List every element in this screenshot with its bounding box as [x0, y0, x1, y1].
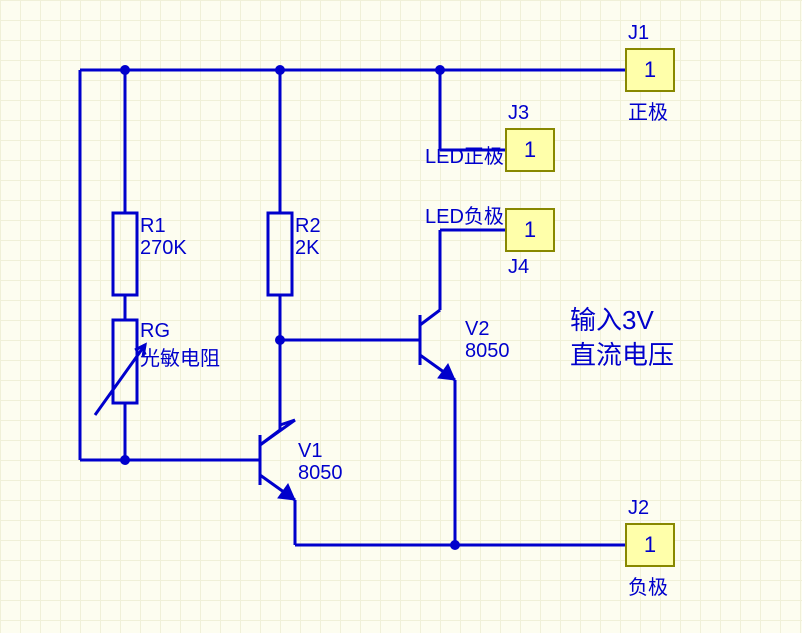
label-j2-ref: J2	[628, 497, 649, 520]
label-v1-ref: V1	[298, 440, 322, 463]
label-j3-name: LED正极	[425, 140, 504, 169]
connector-j4: 1	[505, 208, 555, 252]
label-r2-val: 2K	[295, 237, 319, 260]
label-j3-ref: J3	[508, 102, 529, 125]
pin-number: 1	[644, 57, 656, 83]
label-rg-ref: RG	[140, 320, 170, 343]
pin-number: 1	[524, 137, 536, 163]
label-j2-name: 负极	[628, 571, 668, 600]
schematic-svg	[0, 0, 802, 633]
label-j1-name: 正极	[628, 96, 668, 125]
pin-number: 1	[644, 532, 656, 558]
schematic-canvas: 1 1 1 1 R1 270K R2 2K RG 光敏电阻 V1 8050 V2…	[0, 0, 802, 633]
label-j4-name: LED负极	[425, 200, 504, 229]
pin-number: 1	[524, 217, 536, 243]
label-r2-ref: R2	[295, 215, 321, 238]
note-line2: 直流电压	[570, 335, 674, 372]
note-line1: 输入3V	[570, 300, 654, 337]
label-r1-ref: R1	[140, 215, 166, 238]
label-j1-ref: J1	[628, 22, 649, 45]
label-v1-val: 8050	[298, 462, 343, 485]
label-r1-val: 270K	[140, 237, 187, 260]
connector-j1: 1	[625, 48, 675, 92]
label-v2-ref: V2	[465, 318, 489, 341]
connector-j2: 1	[625, 523, 675, 567]
connector-j3: 1	[505, 128, 555, 172]
label-rg-val: 光敏电阻	[140, 342, 220, 371]
label-v2-val: 8050	[465, 340, 510, 363]
label-j4-ref: J4	[508, 256, 529, 279]
